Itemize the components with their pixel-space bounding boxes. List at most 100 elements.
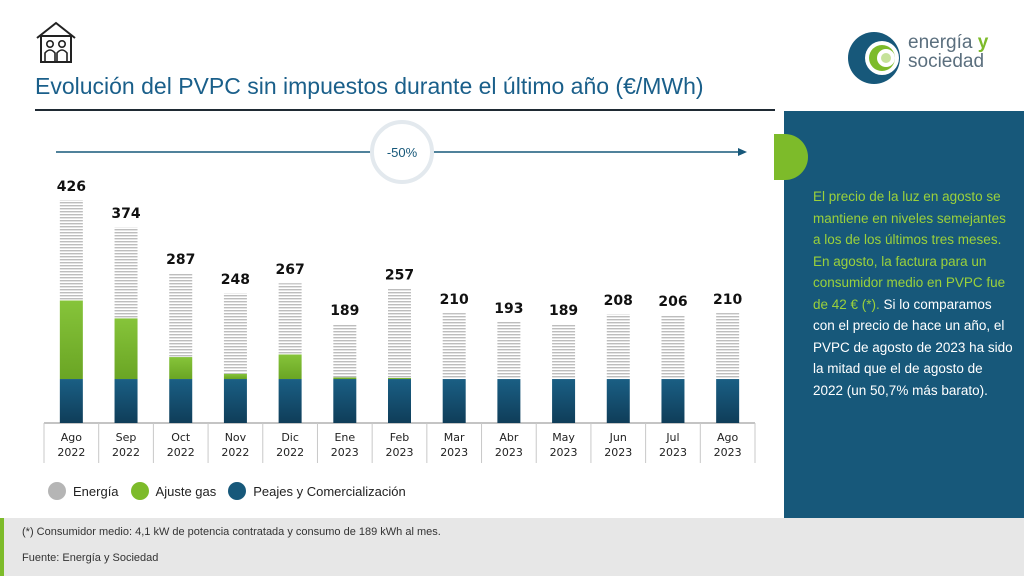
bar-ajuste-gas bbox=[169, 357, 193, 380]
x-tick-label-month: Ene bbox=[334, 431, 355, 444]
legend-dot-energia bbox=[48, 482, 66, 500]
change-badge-circle bbox=[370, 120, 434, 184]
bar-energia bbox=[278, 283, 302, 355]
bar-ajuste-gas bbox=[333, 377, 357, 380]
x-tick-label-year: 2023 bbox=[550, 446, 578, 459]
x-tick-label-year: 2022 bbox=[276, 446, 304, 459]
bar-peajes-y-comercializacion bbox=[716, 379, 740, 423]
footer-note: (*) Consumidor medio: 4,1 kW de potencia… bbox=[22, 526, 441, 538]
bar-peajes-y-comercializacion bbox=[333, 379, 357, 423]
bar-total-label: 189 bbox=[549, 303, 578, 319]
bar-peajes-y-comercializacion bbox=[278, 379, 302, 423]
x-tick-label-month: Nov bbox=[225, 431, 247, 444]
legend-dot-ajuste-gas bbox=[130, 482, 149, 500]
bar-ajuste-gas bbox=[278, 354, 302, 380]
x-tick-label-month: Oct bbox=[171, 431, 191, 444]
bar-energia bbox=[442, 313, 466, 380]
x-tick-label-month: May bbox=[552, 431, 575, 444]
x-tick-label-year: 2022 bbox=[57, 446, 85, 459]
bar-energia bbox=[114, 227, 138, 319]
bar-ajuste-gas bbox=[388, 377, 411, 380]
x-tick-label-year: 2023 bbox=[604, 446, 632, 459]
chart-legend: Energía Ajuste gas Peajes y Comercializa… bbox=[48, 482, 418, 500]
bar-energia bbox=[59, 200, 83, 301]
bar-total-label: 206 bbox=[658, 294, 687, 310]
bar-total-label: 426 bbox=[57, 179, 86, 195]
x-tick-label-month: Feb bbox=[390, 431, 409, 444]
legend-item-ajuste-gas: Ajuste gas bbox=[130, 482, 216, 500]
footer-accent-bar bbox=[0, 518, 4, 576]
x-tick-label-year: 2023 bbox=[495, 446, 523, 459]
x-tick-label-year: 2022 bbox=[112, 446, 140, 459]
summary-text: El precio de la luz en agosto se mantien… bbox=[813, 186, 1013, 401]
bar-ajuste-gas bbox=[223, 373, 247, 380]
x-tick-label-year: 2023 bbox=[331, 446, 359, 459]
bar-peajes-y-comercializacion bbox=[552, 379, 576, 423]
bar-ajuste-gas bbox=[114, 318, 138, 380]
bar-energia bbox=[606, 314, 630, 380]
legend-item-energia: Energía bbox=[48, 482, 119, 500]
chart-canvas: -50% 426 Ago 2022 374 Sep 2022 287 Oct 2022 248 No… bbox=[43, 120, 756, 463]
x-tick-label-year: 2022 bbox=[221, 446, 249, 459]
summary-text-white: Si lo comparamos con el precio de hace u… bbox=[813, 296, 1013, 398]
bar-energia bbox=[497, 321, 521, 380]
x-tick-label-month: Abr bbox=[499, 431, 519, 444]
legend-label-peajes: Peajes y Comercialización bbox=[253, 483, 406, 499]
footer: (*) Consumidor medio: 4,1 kW de potencia… bbox=[0, 518, 1024, 576]
legend-item-peajes: Peajes y Comercialización bbox=[228, 482, 406, 500]
bar-peajes-y-comercializacion bbox=[223, 379, 247, 423]
bar-total-label: 210 bbox=[440, 292, 469, 308]
x-tick-label-month: Mar bbox=[444, 431, 465, 444]
bar-total-label: 208 bbox=[604, 293, 633, 309]
logo-line1: energía bbox=[908, 32, 973, 53]
x-tick-label-year: 2023 bbox=[440, 446, 468, 459]
bar-total-label: 189 bbox=[330, 303, 359, 319]
change-arrow-head bbox=[738, 148, 747, 156]
bar-ajuste-gas bbox=[59, 300, 83, 380]
bar-energia bbox=[716, 313, 740, 380]
change-badge-label: -50% bbox=[387, 145, 418, 160]
bar-total-label: 257 bbox=[385, 267, 414, 283]
title-divider bbox=[35, 109, 775, 111]
bar-peajes-y-comercializacion bbox=[114, 379, 138, 423]
bar-energia bbox=[223, 293, 247, 374]
logo-wordmark: energía y sociedad bbox=[908, 33, 988, 71]
bar-total-label: 267 bbox=[275, 262, 304, 278]
x-tick-label-year: 2023 bbox=[386, 446, 414, 459]
bar-peajes-y-comercializacion bbox=[169, 379, 193, 423]
bar-peajes-y-comercializacion bbox=[442, 379, 466, 423]
bar-total-label: 210 bbox=[713, 292, 742, 308]
x-tick-label-month: Ago bbox=[717, 431, 739, 444]
x-tick-label-month: Sep bbox=[116, 431, 137, 444]
logo-line2: sociedad bbox=[908, 51, 985, 72]
bar-energia bbox=[552, 324, 576, 380]
x-tick-label-year: 2022 bbox=[167, 446, 195, 459]
x-tick-label-month: Jun bbox=[609, 431, 627, 444]
bar-peajes-y-comercializacion bbox=[606, 379, 630, 423]
logo-y: y bbox=[977, 32, 989, 53]
bar-energia bbox=[661, 315, 685, 380]
x-tick-label-month: Jul bbox=[665, 431, 679, 444]
bars-layer: 426 Ago 2022 374 Sep 2022 287 Oct 2022 248 Nov 2022… bbox=[43, 179, 756, 463]
legend-label-energia: Energía bbox=[73, 483, 119, 499]
bar-total-label: 248 bbox=[221, 272, 250, 288]
bar-peajes-y-comercializacion bbox=[59, 379, 83, 423]
family-house-icon bbox=[36, 21, 76, 63]
legend-dot-peajes bbox=[228, 482, 247, 500]
footer-source: Fuente: Energía y Sociedad bbox=[22, 552, 159, 564]
bar-peajes-y-comercializacion bbox=[661, 379, 685, 423]
x-tick-label-year: 2023 bbox=[659, 446, 687, 459]
bar-energia bbox=[388, 288, 411, 378]
bar-peajes-y-comercializacion bbox=[388, 379, 411, 423]
x-tick-label-year: 2023 bbox=[714, 446, 742, 459]
bar-energia bbox=[169, 272, 193, 358]
bar-energia bbox=[333, 324, 357, 378]
bar-total-label: 374 bbox=[111, 206, 140, 222]
bar-total-label: 287 bbox=[166, 252, 195, 268]
pvpc-chart: -50% 426 Ago 2022 374 Sep 2022 287 Oct 2022 248 No… bbox=[35, 118, 770, 518]
page-title: Evolución del PVPC sin impuestos durante… bbox=[35, 73, 704, 99]
bar-total-label: 193 bbox=[494, 301, 523, 317]
summary-text-green: El precio de la luz en agosto se mantien… bbox=[813, 189, 1006, 312]
energia-y-sociedad-logo bbox=[848, 32, 900, 84]
bar-peajes-y-comercializacion bbox=[497, 379, 521, 423]
